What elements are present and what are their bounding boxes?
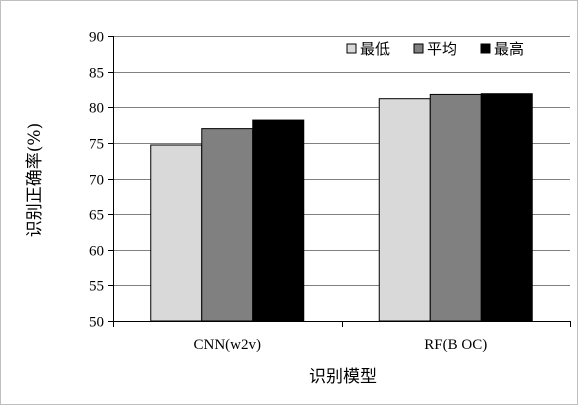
y-tick-label: 70 <box>89 173 104 189</box>
axes: 50 55 60 65 70 75 80 85 90 CNN(w2v) RF(B OC) <box>89 30 571 353</box>
y-tick-label: 50 <box>89 315 104 331</box>
bar-1-2 <box>378 98 431 322</box>
y-axis-title: 识别正确率(%) <box>25 123 45 237</box>
legend-label-3: 最高 <box>494 40 524 58</box>
x-axis-title: 识别模型 <box>309 367 377 387</box>
y-tick-label: 80 <box>89 101 104 117</box>
legend-swatch-2 <box>413 43 424 54</box>
bars <box>150 93 533 322</box>
y-tick-label: 75 <box>89 137 104 153</box>
y-tick-label: 60 <box>89 244 104 260</box>
y-tick-label: 85 <box>89 66 104 82</box>
legend-swatch-3 <box>480 43 491 54</box>
y-tick-label: 65 <box>89 208 104 224</box>
bar-1-1 <box>150 144 203 322</box>
x-category-label: RF(B OC) <box>424 337 487 353</box>
legend-swatch-1 <box>346 43 357 54</box>
bar-2-1 <box>201 128 254 322</box>
y-tick-label: 55 <box>89 279 104 295</box>
bar-3-2 <box>480 93 533 322</box>
bar-2-2 <box>429 93 482 322</box>
x-category-label: CNN(w2v) <box>194 337 262 353</box>
legend-label-1: 最低 <box>360 40 390 58</box>
y-tick-label: 90 <box>89 30 104 46</box>
bar-3-1 <box>252 119 305 322</box>
legend-label-2: 平均 <box>427 40 457 58</box>
legend: 最低 平均 最高 <box>346 40 524 58</box>
